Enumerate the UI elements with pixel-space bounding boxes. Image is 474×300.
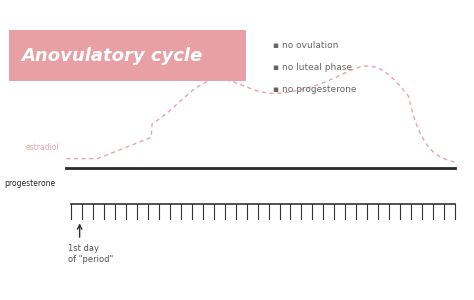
Text: Anovulatory cycle: Anovulatory cycle [21, 46, 202, 64]
FancyBboxPatch shape [9, 30, 246, 81]
Text: ▪ no ovulation: ▪ no ovulation [273, 40, 338, 50]
Text: 1st day
of "period": 1st day of "period" [68, 244, 113, 264]
Text: ▪ no luteal phase: ▪ no luteal phase [273, 63, 352, 72]
Text: ▪ no progesterone: ▪ no progesterone [273, 85, 356, 94]
Text: estradiol: estradiol [26, 142, 60, 152]
Text: progesterone: progesterone [5, 178, 56, 188]
